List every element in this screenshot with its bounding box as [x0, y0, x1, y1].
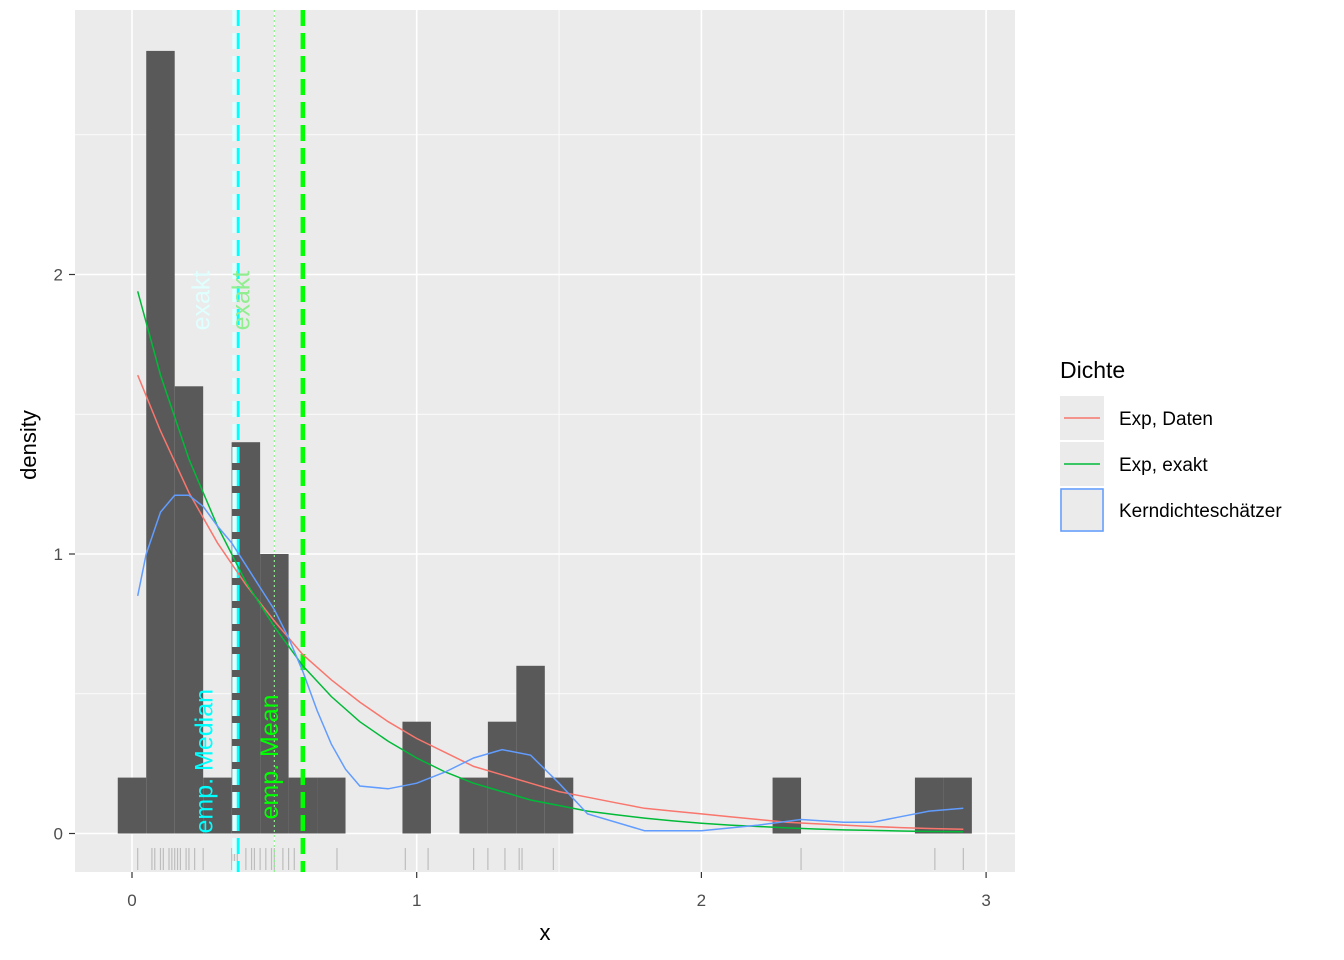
rug-marks [137, 848, 964, 870]
reference-line-label: emp. Mean [256, 694, 284, 819]
legend-key-swatch [1060, 488, 1104, 532]
y-axis-title: density [16, 410, 41, 480]
density-curve [136, 291, 964, 833]
reference-line-label: exakt [227, 271, 255, 331]
reference-line-label: emp. Median [190, 689, 218, 834]
x-tick-label: 2 [697, 891, 706, 910]
histogram-bar [317, 777, 346, 834]
histogram-bar [516, 665, 545, 834]
histogram-bars [117, 50, 972, 834]
legend-key [1060, 488, 1104, 532]
histogram-bar [203, 777, 232, 834]
y-tick-label: 0 [54, 825, 63, 844]
legend-label: Exp, Daten [1119, 409, 1213, 430]
histogram-bar [117, 777, 147, 834]
histogram-bar [943, 777, 972, 834]
x-tick-label: 3 [981, 891, 990, 910]
reference-line-label: exakt [188, 271, 216, 331]
x-tick-label: 0 [127, 891, 136, 910]
y-tick-label: 2 [54, 266, 63, 285]
histogram-bar [146, 50, 175, 834]
histogram-bar [772, 777, 802, 834]
line-annotations: emp. Median emp. Mean exakt exakt [188, 271, 284, 834]
density-curve [137, 374, 964, 831]
legend: Dichte Exp, Daten Exp, exakt Kerndichtesch… [1060, 357, 1282, 532]
legend-label: Kerndichteschätzer [1119, 501, 1282, 522]
histogram-bar [459, 777, 488, 834]
y-tick-label: 1 [54, 545, 63, 564]
x-tick-label: 1 [412, 891, 421, 910]
histogram-bar [402, 721, 431, 834]
density-curve [136, 494, 964, 832]
histogram-bar [914, 777, 944, 834]
reference-lines [232, 10, 306, 872]
x-axis-title: x [540, 920, 551, 945]
axes: 0 1 2 3 0 1 2 [54, 266, 991, 911]
density-curves [136, 291, 964, 833]
legend-label: Exp, exakt [1119, 455, 1208, 476]
legend-title: Dichte [1060, 357, 1125, 383]
